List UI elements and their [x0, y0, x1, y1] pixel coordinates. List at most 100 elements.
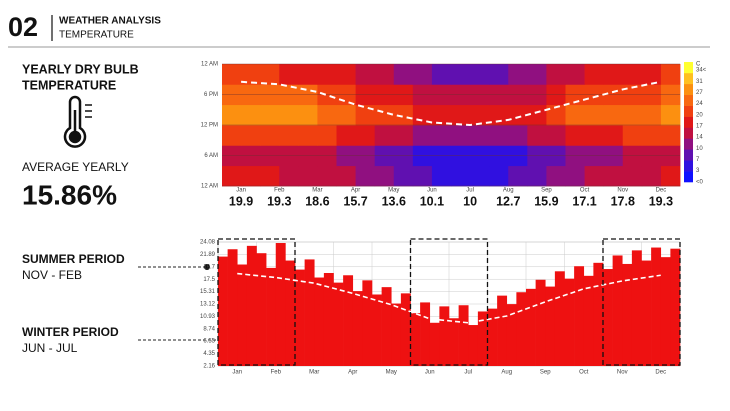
colorbar-swatch: [684, 62, 693, 74]
heat-cell: [222, 125, 242, 146]
heat-cell: [451, 165, 471, 187]
y-tick-label: 12 AM: [201, 62, 218, 68]
x-tick-label: Feb: [271, 370, 282, 376]
side-title: TEMPERATURE: [22, 78, 116, 92]
heat-cell: [260, 64, 280, 85]
heat-cell: [279, 165, 299, 187]
x-tick-label: May: [388, 188, 399, 194]
heat-cell: [489, 125, 509, 146]
colorbar-swatch: [684, 127, 693, 139]
bar: [622, 263, 633, 366]
bar: [458, 305, 469, 366]
heat-cell: [565, 64, 585, 85]
bar: [295, 269, 305, 366]
heat-cell: [470, 64, 490, 85]
heat-cell: [317, 64, 337, 85]
bar: [410, 313, 421, 366]
y-tick-label: 6 PM: [204, 92, 218, 98]
bar: [420, 302, 431, 366]
colorbar-label: 34<: [696, 68, 707, 74]
bar: [439, 306, 450, 366]
heat-cell: [622, 64, 643, 85]
heat-cell: [546, 125, 566, 146]
colorbar-swatch: [684, 138, 693, 150]
y-tick-label: 17.5: [203, 277, 215, 283]
y-tick-label: 21.89: [200, 252, 216, 258]
monthly-average: 15.7: [343, 194, 367, 208]
colorbar-label: 14: [696, 135, 703, 141]
average-label: AVERAGE YEARLY: [22, 160, 129, 174]
trend-line: [237, 272, 661, 324]
heat-cell: [241, 125, 261, 146]
monthly-average: 19.3: [649, 194, 673, 208]
colorbar-label: 7: [696, 157, 700, 163]
average-value: 15.86%: [22, 179, 117, 210]
x-tick-label: Aug: [503, 188, 514, 194]
y-tick-label: 6 AM: [204, 153, 218, 159]
side-title: YEARLY DRY BULB: [22, 62, 139, 76]
y-tick-label: 12 AM: [201, 184, 218, 190]
x-tick-label: Mar: [309, 370, 319, 376]
heat-cell: [584, 125, 605, 146]
colorbar-label: 20: [696, 112, 703, 118]
heat-cell: [470, 165, 490, 187]
bar: [391, 303, 402, 366]
bar: [256, 253, 267, 366]
heat-cell: [222, 165, 242, 187]
heat-cell: [584, 104, 605, 126]
heat-cell: [355, 104, 376, 126]
bar: [266, 267, 277, 366]
monthly-average: 10.1: [420, 194, 444, 208]
period-box: [409, 238, 489, 366]
heat-cell: [622, 104, 643, 126]
y-tick-label: 2.16: [203, 364, 215, 370]
bar: [651, 247, 662, 366]
bar: [506, 304, 517, 366]
heat-cell: [241, 104, 261, 126]
heat-cell: [603, 64, 624, 85]
bar: [343, 275, 354, 366]
heat-cell: [298, 64, 318, 85]
heat-cell: [584, 165, 605, 187]
y-tick-label: 6.55: [203, 339, 215, 345]
bar: [545, 286, 556, 366]
x-tick-label: Dec: [655, 370, 666, 376]
period-box: [602, 238, 681, 366]
heat-cell: [431, 125, 452, 146]
heat-cell: [317, 125, 337, 146]
heat-cell: [527, 104, 547, 126]
bar: [304, 259, 315, 366]
heat-cell: [641, 64, 662, 85]
bar: [352, 291, 363, 366]
heat-cell: [641, 125, 662, 146]
colorbar-title: C: [696, 62, 701, 68]
period-range: NOV - FEB: [22, 268, 82, 282]
heat-cell: [508, 64, 528, 85]
heat-cell: [317, 104, 337, 126]
heat-cell: [260, 125, 280, 146]
colorbar-swatch: [684, 149, 693, 161]
heat-cell: [336, 125, 356, 146]
x-tick-label: Dec: [656, 188, 667, 194]
y-tick-label: 13.12: [200, 302, 216, 308]
bar: [497, 295, 508, 366]
colorbar-swatch: [684, 83, 693, 96]
x-tick-label: Jan: [236, 188, 246, 194]
heat-cell: [393, 125, 414, 146]
colorbar-swatch: [684, 72, 693, 85]
connector-dot: [204, 264, 210, 270]
x-tick-label: Jan: [232, 370, 242, 376]
x-tick-label: Feb: [274, 188, 285, 194]
y-tick-label: 4.35: [203, 351, 215, 357]
heat-cell: [565, 125, 585, 146]
y-tick-label: 8.74: [203, 326, 215, 332]
bar: [526, 288, 536, 366]
bar: [564, 278, 575, 366]
heat-cell: [241, 165, 261, 187]
heat-cell: [660, 125, 681, 146]
colorbar-label: 10: [696, 146, 703, 152]
heat-cell: [451, 125, 471, 146]
heat-cell: [374, 104, 395, 126]
heat-cell: [374, 125, 395, 146]
heat-cell: [527, 64, 547, 85]
